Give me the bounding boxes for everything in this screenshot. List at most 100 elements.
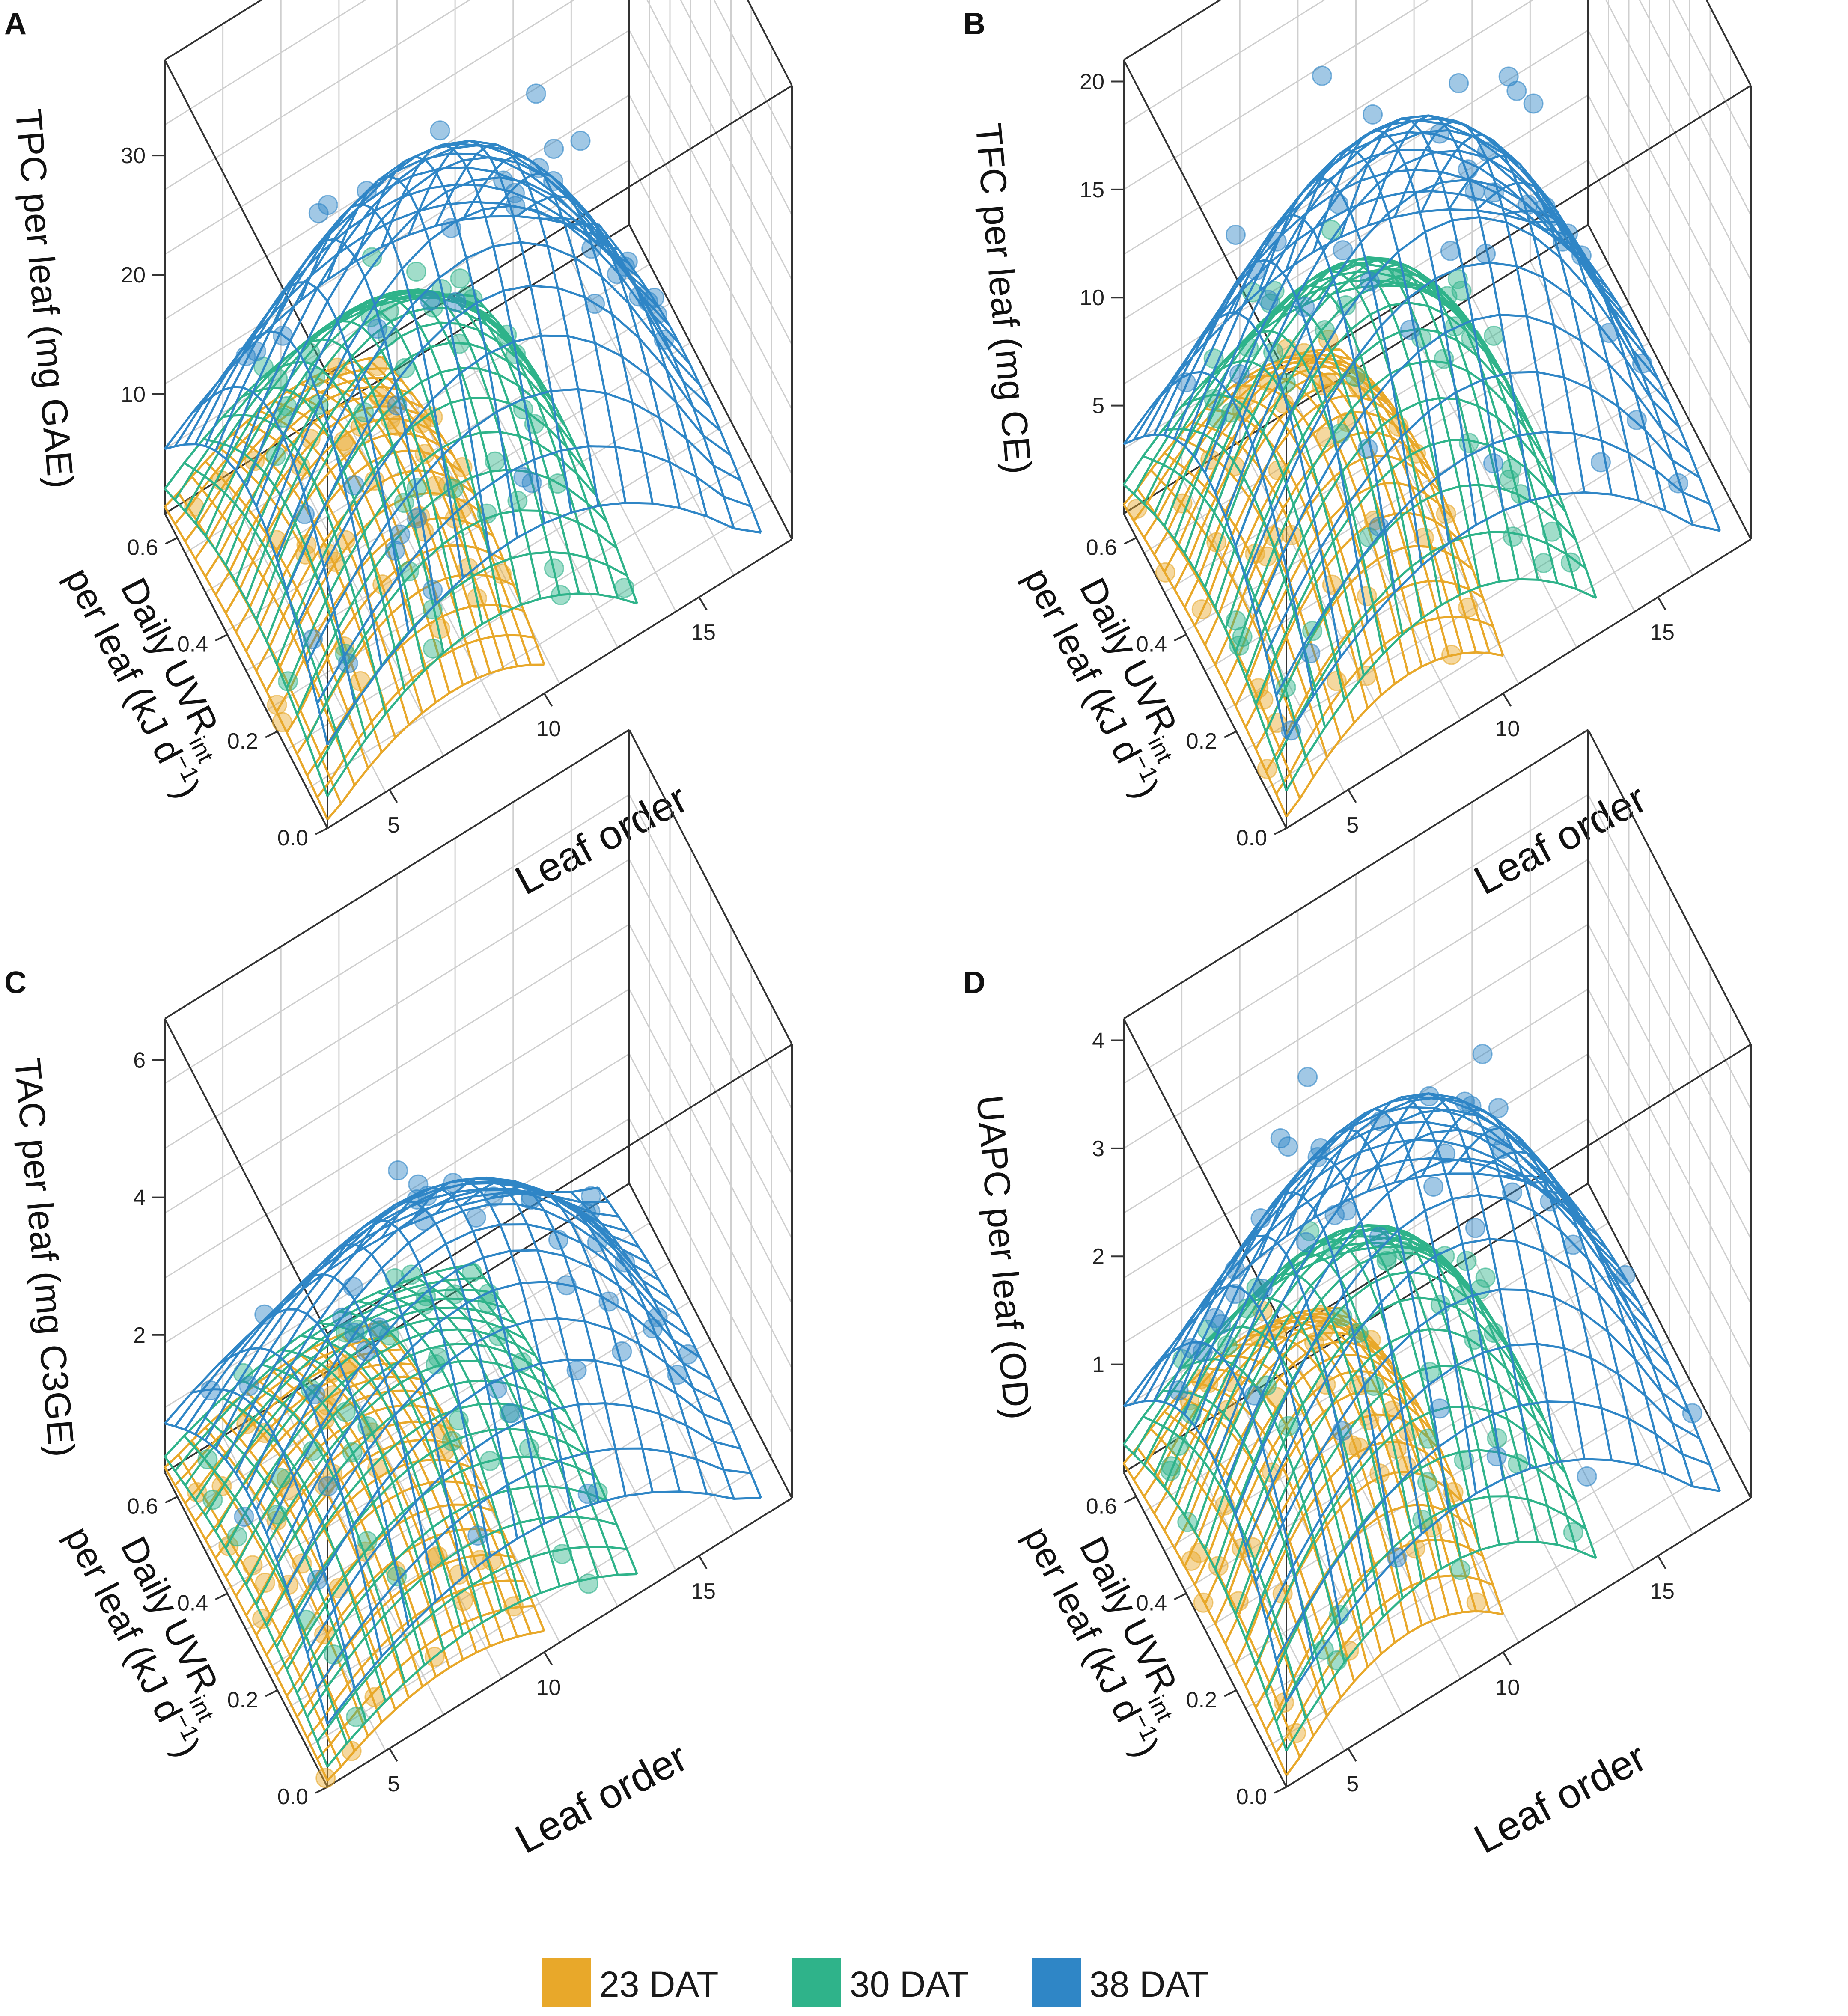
surface-line [174,367,392,525]
surface-line [276,1281,711,1560]
data-point [548,1230,568,1250]
surface-line [1214,431,1433,666]
data-point [387,395,408,416]
y-tick-label: 0.4 [1136,632,1167,657]
data-point [1229,636,1250,656]
data-point [1454,1450,1474,1470]
surface-line [1265,580,1484,772]
surface-line [1143,1139,1578,1402]
grid-line [1123,924,1589,1214]
grid-line [628,30,793,345]
data-point [1252,1279,1273,1299]
data-point [607,264,627,284]
surface-line [1234,482,1453,707]
box-edge [1286,85,1752,375]
axis-grid [1111,0,1752,835]
surface-line [1286,651,1503,818]
data-point [1458,159,1478,180]
grid-line [628,794,793,1110]
data-point [406,262,426,282]
legend-label-23dat: 23 DAT [599,1964,719,2004]
data-point [1326,671,1347,691]
surface-line [296,1358,731,1620]
data-point [1484,1323,1504,1343]
data-point [367,356,388,376]
data-point [1332,1306,1353,1327]
y-tick-label: 0.2 [227,1688,258,1713]
data-point [1281,720,1301,741]
surface-line [1244,1237,1680,1547]
box-edge [1123,729,1589,1020]
z-axis-label: TFC per leaf (mg CE) [967,122,1039,476]
z-tick-label: 6 [133,1048,146,1073]
data-point [1626,410,1647,430]
grid-line [512,1255,677,1571]
y-tick-label: 0.6 [1086,535,1117,560]
data-point [1181,1551,1202,1571]
data-point [417,1186,437,1206]
data-point [1486,1446,1507,1467]
data-point [295,504,315,524]
series-23-dat [164,355,545,820]
x-tick-label: 10 [1495,717,1520,741]
data-point [357,1531,378,1552]
data-point [1191,599,1212,620]
surface-line [1255,1405,1566,1666]
x-tick-label: 5 [387,813,400,838]
x-tick-label: 10 [1495,1675,1520,1700]
data-point [1244,1385,1265,1406]
surface-line [184,183,619,445]
surface-line [1234,216,1670,547]
surface-line [316,1447,751,1689]
data-point [411,413,431,434]
surface-line [1153,263,1465,515]
data-point [441,218,461,238]
surface-line [235,144,670,471]
surface-line [286,1455,597,1671]
y-tick [165,537,178,545]
surface-line [1224,1296,1536,1591]
data-point [1560,552,1581,573]
data-point [1161,1456,1181,1477]
grid-line [1587,1053,1752,1369]
surface-line [306,1402,741,1653]
data-point [305,1384,325,1404]
box-edge [327,1044,793,1334]
y-tick-label: 0.6 [127,535,158,560]
data-point [1445,316,1465,337]
z-tick-label: 10 [1080,285,1104,310]
surface-line [327,1573,637,1768]
data-point [443,1173,463,1193]
surface-line [286,544,504,733]
data-point [1535,196,1556,217]
panel-label-d: D [963,966,985,1000]
surface-line [306,1516,617,1718]
y-tick [265,1689,278,1697]
data-point [529,158,549,178]
grid-line [164,1053,630,1344]
data-point [1563,1522,1583,1543]
data-point [1324,1205,1345,1225]
data-point [1177,1512,1198,1532]
surface-line [316,1605,534,1760]
y-tick-label: 0.6 [1086,1494,1117,1519]
grid-line [185,263,650,554]
surface-line [296,334,731,626]
surface-line [1224,178,1660,518]
data-point [234,1507,254,1527]
data-point [318,1476,339,1496]
data-point [423,638,443,659]
data-point [1207,408,1227,428]
data-point [1258,290,1279,310]
grid-line [1587,989,1752,1304]
surface-line [1204,1250,1516,1550]
data-point [1205,1308,1226,1328]
y-tick-label: 0.0 [1236,826,1267,850]
data-point [307,1570,327,1590]
box-edge [164,0,263,61]
data-point [526,83,546,104]
data-point [357,181,377,201]
y-tick-label: 0.0 [277,1784,308,1809]
data-point [1571,245,1592,266]
surface-line [1234,1194,1670,1515]
